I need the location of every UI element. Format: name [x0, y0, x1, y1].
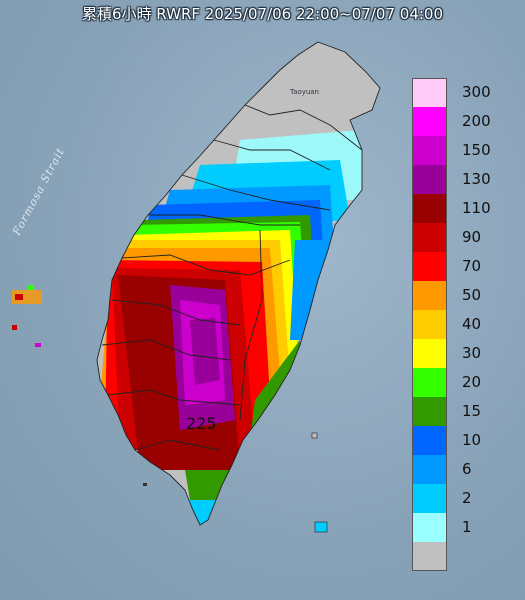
- legend-swatch: [412, 107, 447, 136]
- legend-label: 2: [462, 489, 472, 507]
- legend-swatch: [412, 339, 447, 368]
- legend-swatch: [412, 484, 447, 513]
- legend-label: 15: [462, 402, 482, 420]
- legend-label: 6: [462, 460, 472, 478]
- legend-label: 200: [462, 112, 491, 130]
- legend-label: 30: [462, 344, 482, 362]
- legend-label: 10: [462, 431, 482, 449]
- legend-swatch: [412, 397, 447, 426]
- place-label-taoyuan: Taoyuan: [290, 88, 319, 96]
- legend-swatch: [412, 194, 447, 223]
- legend-label: 40: [462, 315, 482, 333]
- legend-swatch: [412, 368, 447, 397]
- rainfall-shading: [100, 130, 370, 525]
- legend-swatch: [412, 136, 447, 165]
- legend-swatch: [412, 513, 447, 542]
- legend-label: 150: [462, 141, 491, 159]
- county-borders: [96, 41, 381, 526]
- legend-swatch: [412, 426, 447, 455]
- legend-label: 50: [462, 286, 482, 304]
- legend-swatch: [412, 281, 447, 310]
- legend-label: 1: [462, 518, 472, 536]
- legend-swatch: [412, 455, 447, 484]
- offshore-islands: [12, 285, 328, 533]
- peak-value-label: 225: [186, 414, 217, 433]
- legend-label: 300: [462, 83, 491, 101]
- legend-label: 130: [462, 170, 491, 188]
- map-title: 累積6小時 RWRF 2025/07/06 22:00~07/07 04:00: [81, 5, 444, 23]
- legend-label: 90: [462, 228, 482, 246]
- legend-swatch: [412, 252, 447, 281]
- legend-label: 70: [462, 257, 482, 275]
- legend-frame: [412, 78, 447, 571]
- legend-swatch: [412, 78, 447, 107]
- legend-swatch: [412, 223, 447, 252]
- legend-label: 110: [462, 199, 491, 217]
- legend-swatch: [412, 542, 447, 571]
- legend-swatch: [412, 165, 447, 194]
- legend-label: 20: [462, 373, 482, 391]
- legend-swatch: [412, 310, 447, 339]
